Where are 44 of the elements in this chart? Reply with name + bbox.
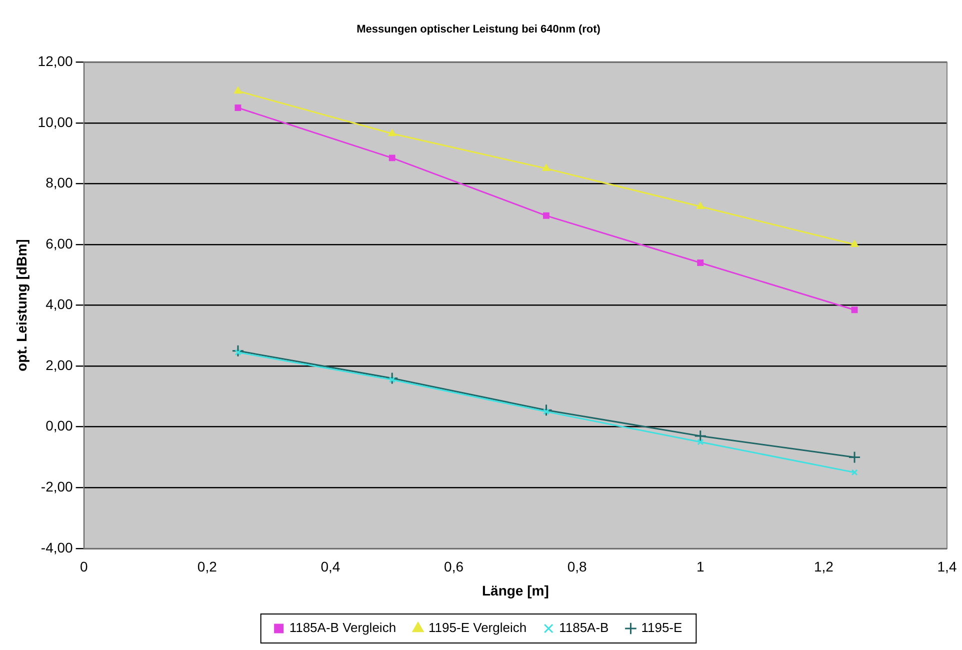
point bbox=[851, 469, 858, 476]
point bbox=[388, 129, 396, 136]
point bbox=[694, 430, 707, 442]
y-tick-label: 6,00 bbox=[46, 235, 74, 252]
x-tick-label: 0,8 bbox=[567, 558, 588, 575]
legend-label: 1195-E bbox=[641, 620, 682, 636]
x-axis-title: Länge [m] bbox=[482, 582, 549, 598]
legend-label: 1185A-B bbox=[559, 620, 609, 636]
y-tick-label: 10,00 bbox=[38, 114, 74, 130]
y-tick-label: 0,00 bbox=[46, 418, 74, 434]
point bbox=[540, 404, 552, 416]
point bbox=[697, 438, 704, 446]
y-tick-label: 12,00 bbox=[38, 53, 74, 70]
point bbox=[543, 212, 550, 219]
point bbox=[697, 260, 704, 266]
point bbox=[696, 202, 704, 210]
x-tick-label: 1,4 bbox=[937, 558, 957, 575]
point bbox=[234, 104, 242, 112]
y-tick-label: 2,00 bbox=[46, 356, 74, 373]
point bbox=[232, 344, 244, 358]
chart-title: Messungen optischer Leistung bei 640nm (rot) bbox=[356, 24, 601, 36]
point bbox=[386, 372, 398, 384]
x-tick-label: 1,2 bbox=[814, 558, 834, 575]
point bbox=[851, 306, 858, 314]
x-tick-label: 1 bbox=[696, 558, 704, 575]
y-tick-label: -4,00 bbox=[40, 539, 74, 556]
point bbox=[543, 408, 550, 415]
point bbox=[850, 240, 858, 248]
legend-label: 1185A-B Vergleich bbox=[289, 620, 396, 636]
point bbox=[542, 164, 550, 172]
x-tick-label: 0 bbox=[80, 558, 88, 575]
x-tick-label: 0,4 bbox=[320, 558, 340, 575]
y-tick-label: -2,00 bbox=[40, 478, 74, 494]
point bbox=[388, 154, 396, 162]
x-tick-label: 0,6 bbox=[444, 558, 464, 575]
y-axis-title: opt. Leistung [dBm] bbox=[13, 239, 30, 372]
x-tick-label: 0,2 bbox=[197, 558, 218, 575]
point bbox=[234, 349, 242, 356]
point bbox=[234, 86, 242, 94]
y-tick-label: 8,00 bbox=[46, 174, 74, 191]
legend-label: 1195-E Vergleich bbox=[428, 620, 527, 636]
y-tick-label: 4,00 bbox=[46, 296, 74, 312]
point bbox=[388, 376, 396, 383]
point bbox=[848, 450, 861, 464]
